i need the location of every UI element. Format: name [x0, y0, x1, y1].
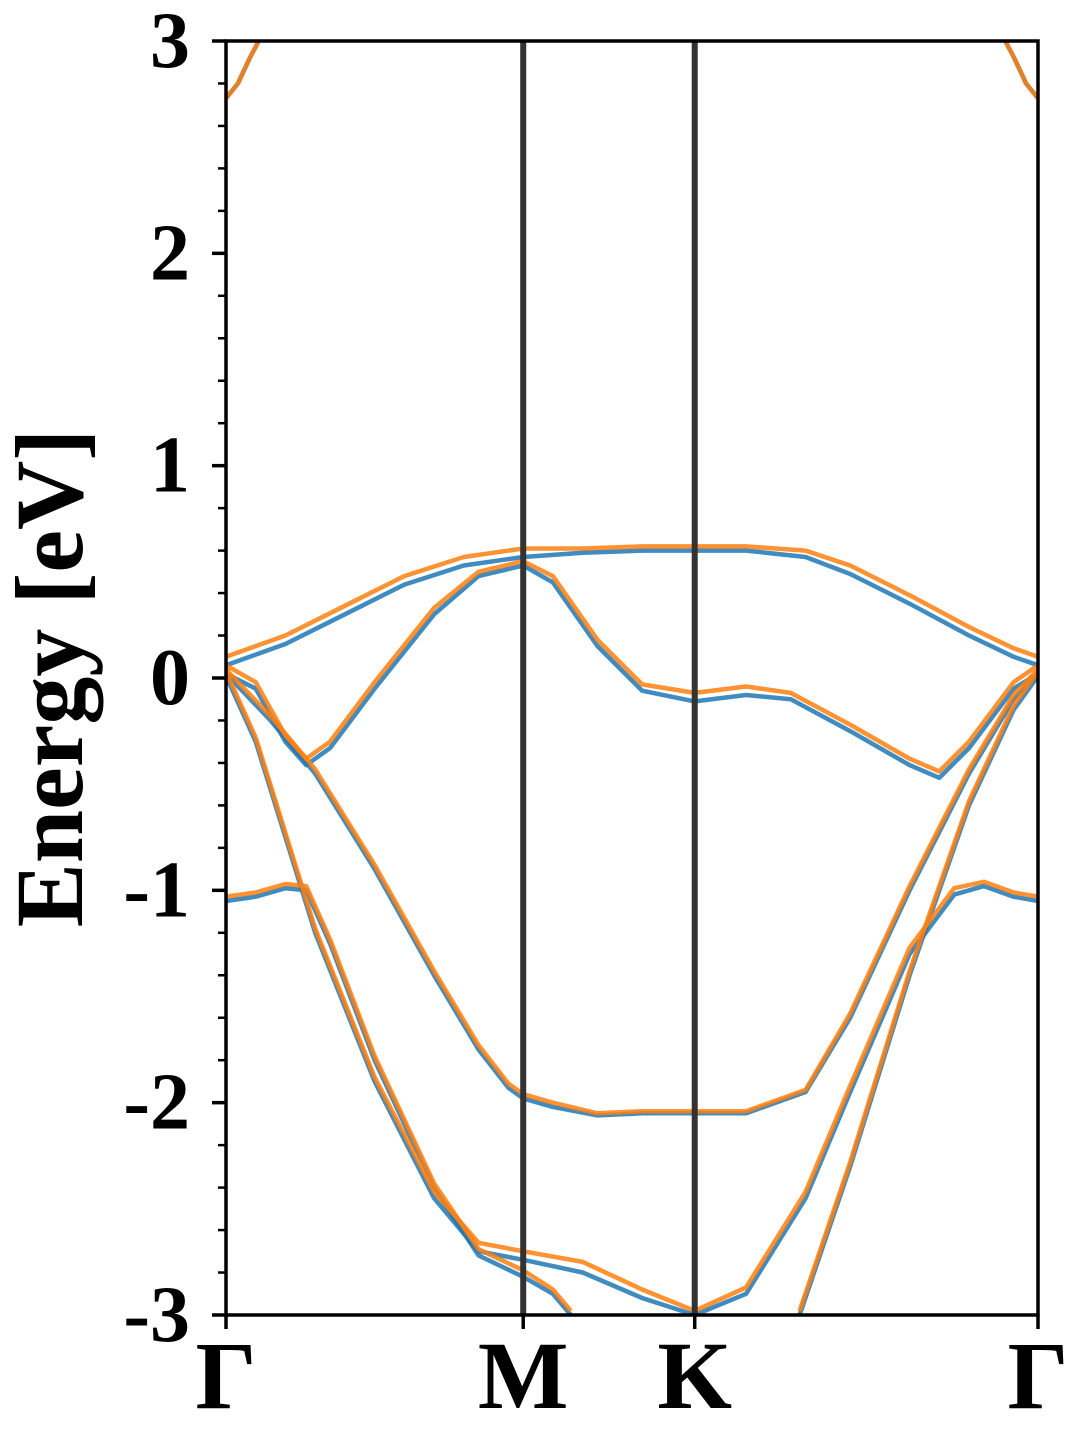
x-tick-label: M — [478, 1322, 569, 1429]
y-tick-label: -1 — [123, 846, 190, 934]
band-line-series-2 — [226, 667, 1038, 1116]
y-tick-label: -2 — [123, 1059, 190, 1147]
x-ticks — [224, 1315, 1040, 1329]
high-symmetry-lines — [520, 41, 698, 1315]
plot-frame — [224, 39, 1040, 1317]
band-line-series-1 — [693, 883, 1038, 1315]
y-tick-label: 2 — [150, 209, 190, 297]
band-line-series-2 — [226, 544, 1038, 659]
y-tick-label: 0 — [150, 634, 190, 722]
band-line-series-2 — [226, 881, 573, 1313]
band-line-series-1 — [226, 672, 1038, 1118]
band-line-series-2 — [797, 670, 1038, 1312]
band-line-series-2 — [693, 879, 1038, 1313]
y-tick-labels: -3 -2 -1 0 1 2 3 — [123, 0, 190, 1359]
band-line-series-1 — [226, 548, 1038, 668]
x-tick-label: Γ — [1007, 1322, 1068, 1429]
y-tick-label: 3 — [150, 0, 190, 85]
band-lines — [226, 41, 1038, 1315]
band-line-series-2 — [226, 670, 696, 1313]
x-tick-label: Γ — [195, 1322, 256, 1429]
band-line-series-1 — [226, 563, 1038, 781]
band-line-series-2 — [1003, 41, 1038, 100]
y-axis-label: Energy [eV] — [0, 429, 103, 928]
x-tick-label: K — [657, 1322, 732, 1429]
band-line-series-2 — [226, 41, 261, 100]
y-major-ticks — [212, 39, 226, 1317]
y-tick-label: 1 — [150, 422, 190, 510]
band-line-series-2 — [226, 558, 1038, 774]
band-line-series-1 — [797, 674, 1038, 1315]
y-tick-label: -3 — [123, 1271, 190, 1359]
